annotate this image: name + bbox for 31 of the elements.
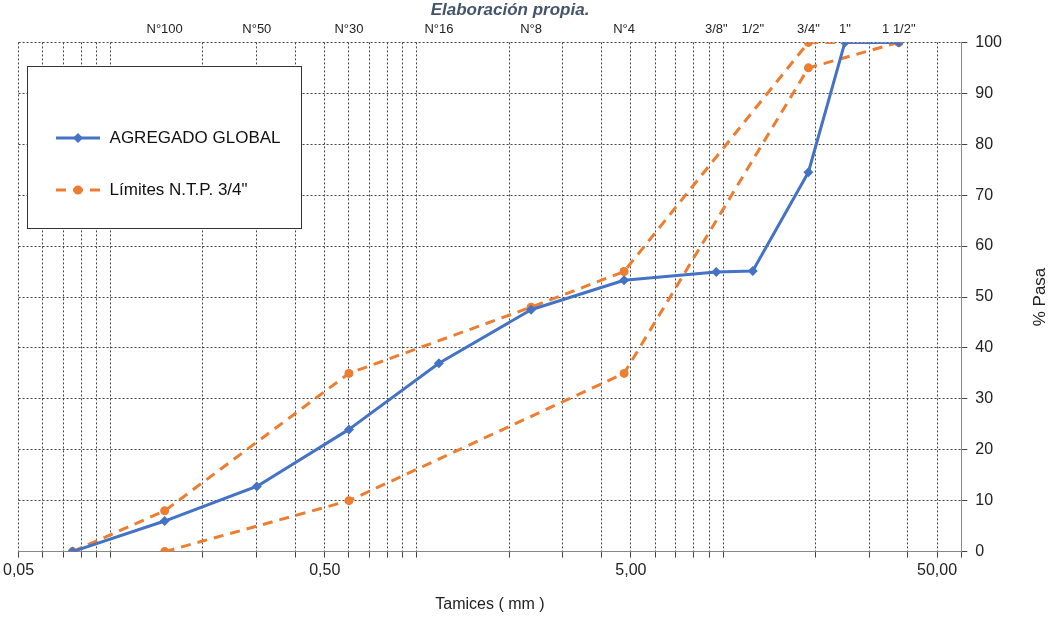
y-tick-label: 90 [975, 83, 994, 101]
y-tick-label: 0 [975, 542, 985, 560]
y-tick-label: 70 [975, 185, 994, 203]
legend-label: Límites N.T.P. 3/4" [109, 180, 248, 201]
text: N°4 [613, 21, 635, 37]
text: N°50 [242, 21, 272, 37]
y-tick-label: 40 [975, 338, 994, 356]
y-tick-label: 20 [975, 440, 994, 458]
x-axis-title: Tamices ( mm ) [435, 594, 545, 612]
legend-label: AGREGADO GLOBAL [109, 127, 281, 148]
y-tick-label: 50 [975, 287, 994, 305]
text: 1/2" [741, 21, 765, 37]
x-tick-label: 5,00 [615, 560, 647, 578]
y-axis-title: % Pasa [1029, 267, 1049, 327]
y-tick-label: 100 [975, 32, 1003, 50]
text: N°16 [424, 21, 454, 37]
text: 3/8" [704, 21, 728, 37]
text: 1 1/2" [882, 21, 916, 37]
chart-title: Elaboración propia. [430, 0, 590, 19]
text: N°100 [146, 21, 183, 37]
y-tick-label: 60 [975, 236, 994, 254]
text: N°8 [520, 21, 542, 37]
text: N°30 [334, 21, 364, 37]
y-tick-label: 10 [975, 491, 994, 509]
y-tick-label: 80 [975, 134, 994, 152]
text: 3/4" [797, 21, 821, 37]
x-tick-label: 50,00 [917, 560, 958, 578]
y-tick-label: 30 [975, 389, 994, 407]
x-tick-label: 0,05 [3, 560, 35, 578]
text: 1" [838, 21, 852, 37]
x-tick-label: 0,50 [309, 560, 341, 578]
